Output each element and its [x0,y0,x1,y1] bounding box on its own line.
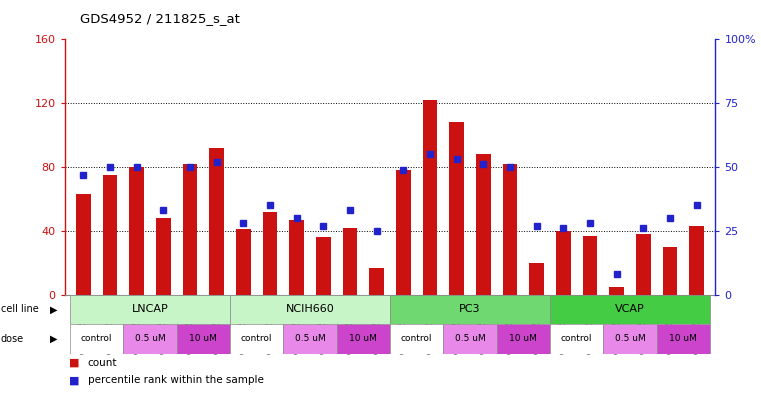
Bar [550,295,710,324]
Bar [123,324,177,354]
Text: 10 uM: 10 uM [349,334,377,343]
Text: 10 uM: 10 uM [509,334,537,343]
Bar [70,324,123,354]
Bar [70,295,230,324]
Text: control: control [561,334,592,343]
Bar [449,122,464,295]
Text: GDS4952 / 211825_s_at: GDS4952 / 211825_s_at [80,12,240,25]
Bar [636,234,651,295]
Bar [497,324,550,354]
Bar [476,154,491,295]
Bar [230,295,390,324]
Bar [263,212,277,295]
Text: PC3: PC3 [459,305,481,314]
Bar [396,170,411,295]
Bar [390,295,550,324]
Text: 0.5 uM: 0.5 uM [135,334,165,343]
Bar [76,194,91,295]
Bar [156,218,170,295]
Text: 10 uM: 10 uM [670,334,697,343]
Text: 10 uM: 10 uM [189,334,218,343]
Bar [583,236,597,295]
Bar [550,324,603,354]
Text: ■: ■ [68,358,79,367]
Bar [390,324,444,354]
Bar [530,263,544,295]
Text: LNCAP: LNCAP [132,305,168,314]
Bar [316,237,331,295]
Text: ▶: ▶ [49,305,57,314]
Text: ■: ■ [68,375,79,385]
Bar [129,167,144,295]
Bar [283,324,336,354]
Text: count: count [88,358,117,367]
Bar [103,175,117,295]
Text: 0.5 uM: 0.5 uM [295,334,326,343]
Bar [603,324,657,354]
Text: 0.5 uM: 0.5 uM [615,334,645,343]
Bar [663,247,677,295]
Text: VCAP: VCAP [615,305,645,314]
Bar [236,229,250,295]
Text: cell line: cell line [1,305,39,314]
Bar [503,164,517,295]
Text: control: control [81,334,113,343]
Bar [610,287,624,295]
Bar [336,324,390,354]
Bar [369,268,384,295]
Bar [230,324,283,354]
Bar [689,226,704,295]
Bar [289,220,304,295]
Text: control: control [401,334,432,343]
Bar [422,100,438,295]
Bar [183,164,197,295]
Text: percentile rank within the sample: percentile rank within the sample [88,375,263,385]
Bar [444,324,497,354]
Bar [657,324,710,354]
Bar [556,231,571,295]
Bar [209,148,224,295]
Bar [342,228,358,295]
Text: 0.5 uM: 0.5 uM [454,334,486,343]
Text: control: control [241,334,272,343]
Text: ▶: ▶ [49,334,57,344]
Text: NCIH660: NCIH660 [285,305,334,314]
Bar [177,324,230,354]
Text: dose: dose [1,334,24,344]
